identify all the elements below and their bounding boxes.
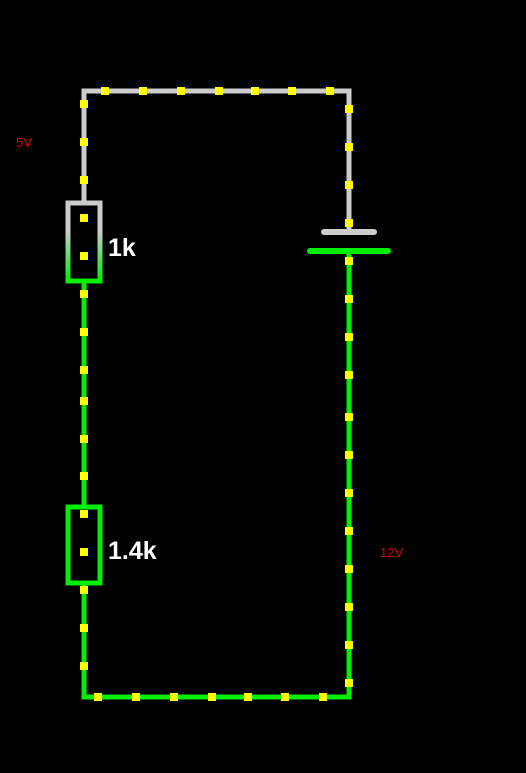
current-dot: [80, 397, 88, 405]
current-dot: [80, 548, 88, 556]
current-dot: [345, 603, 353, 611]
current-dot: [345, 105, 353, 113]
current-dot: [288, 87, 296, 95]
current-dot: [345, 413, 353, 421]
current-dot: [345, 219, 353, 227]
current-dot: [80, 510, 88, 518]
current-dot: [101, 87, 109, 95]
wire-top-node: [81, 88, 352, 233]
current-dot: [345, 527, 353, 535]
current-dot: [244, 693, 252, 701]
current-dot: [345, 565, 353, 573]
current-dot: [80, 662, 88, 670]
current-dot: [345, 143, 353, 151]
current-dot: [80, 252, 88, 260]
current-dot: [345, 295, 353, 303]
resistor-1-4k[interactable]: [65, 504, 103, 586]
wire-bottom-node: [81, 249, 352, 700]
current-dot: [80, 138, 88, 146]
current-dot: [94, 693, 102, 701]
current-dot: [215, 87, 223, 95]
current-dot: [345, 181, 353, 189]
current-dot: [251, 87, 259, 95]
current-dot: [170, 693, 178, 701]
current-dot: [177, 87, 185, 95]
resistor-label-1-4k: 1.4k: [108, 537, 157, 565]
current-dot: [80, 472, 88, 480]
current-dot: [80, 435, 88, 443]
current-dot: [80, 366, 88, 374]
current-dot: [345, 371, 353, 379]
current-dot: [345, 641, 353, 649]
current-dot: [80, 328, 88, 336]
voltage-label-5v: 5V: [16, 135, 32, 150]
current-dot: [345, 679, 353, 687]
current-dot: [345, 333, 353, 341]
current-dot: [80, 214, 88, 222]
current-dot: [319, 693, 327, 701]
resistor-1k[interactable]: [65, 200, 103, 284]
battery[interactable]: [307, 229, 391, 254]
resistor-label-1k: 1k: [108, 234, 136, 262]
current-dot: [80, 586, 88, 594]
voltage-label-12v: 12V: [380, 545, 403, 560]
current-dot: [345, 257, 353, 265]
current-dot: [208, 693, 216, 701]
current-dot: [80, 100, 88, 108]
current-dot: [345, 489, 353, 497]
current-dot: [80, 624, 88, 632]
current-dot: [345, 451, 353, 459]
current-dot: [132, 693, 140, 701]
current-dots: [80, 87, 353, 701]
current-dot: [281, 693, 289, 701]
current-dot: [80, 290, 88, 298]
current-dot: [139, 87, 147, 95]
current-dot: [80, 176, 88, 184]
current-dot: [326, 87, 334, 95]
